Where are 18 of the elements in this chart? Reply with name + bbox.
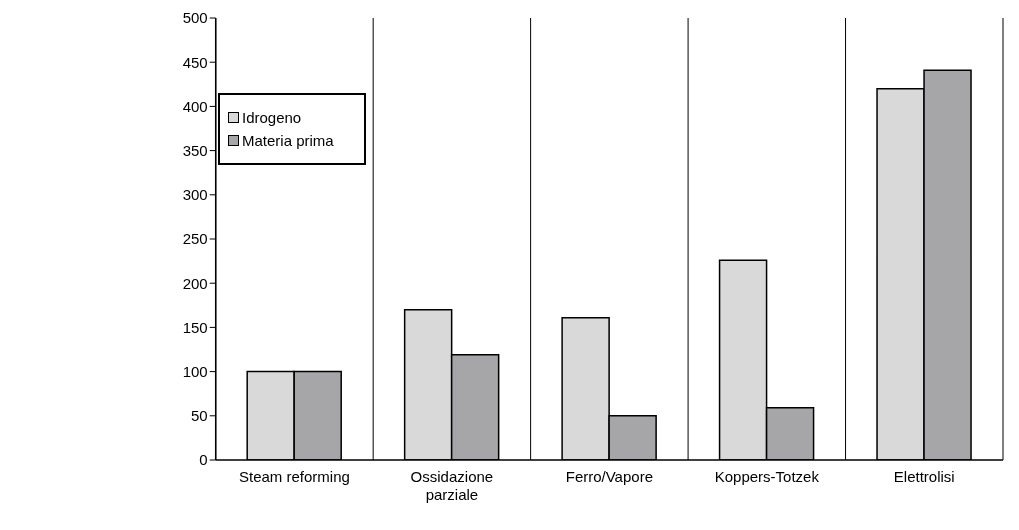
x-tick-label: Steam reforming	[239, 468, 350, 485]
x-tick-label: Koppers-Totzek	[714, 468, 820, 485]
legend-label: Materia prima	[242, 132, 334, 149]
x-tick-label: Ferro/Vapore	[565, 468, 653, 485]
y-tick-label: 300	[182, 186, 208, 204]
legend-label: Idrogeno	[242, 109, 302, 126]
y-tick-label: 200	[182, 274, 208, 292]
y-tick-label: 100	[182, 362, 208, 380]
y-tick-label: 450	[182, 53, 208, 71]
y-tick-label: 150	[182, 318, 208, 336]
y-tick-label: 400	[182, 97, 208, 115]
x-tick-label: Ossidazione parziale	[410, 468, 494, 503]
y-tick-label: 0	[199, 451, 208, 469]
y-tick-label: 50	[191, 407, 208, 425]
y-tick-label: 500	[182, 9, 208, 27]
y-tick-label: 350	[182, 141, 208, 159]
x-tick-label: Elettrolisi	[893, 468, 955, 485]
y-tick-label: 250	[182, 230, 208, 248]
